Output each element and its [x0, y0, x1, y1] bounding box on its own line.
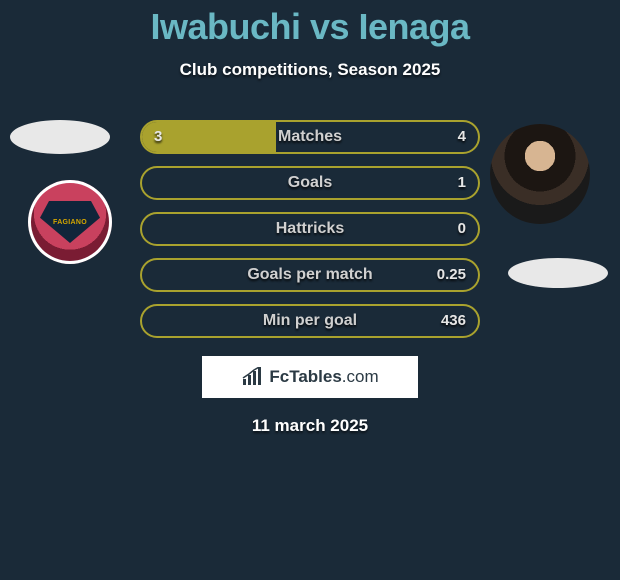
- chart-icon: [241, 367, 263, 387]
- stat-label: Min per goal: [142, 306, 478, 336]
- brand-logo[interactable]: FcTables.com: [202, 356, 418, 398]
- brand-name: FcTables.com: [269, 367, 378, 387]
- stat-value-right: 1: [458, 168, 466, 198]
- page-subtitle: Club competitions, Season 2025: [0, 60, 620, 80]
- stat-label: Matches: [142, 122, 478, 152]
- player-left-club-badge: FAGIANO: [28, 180, 112, 264]
- stat-value-right: 0: [458, 214, 466, 244]
- brand-name-main: FcTables: [269, 367, 341, 386]
- stat-label: Goals: [142, 168, 478, 198]
- stat-row-goals-per-match: Goals per match 0.25: [140, 258, 480, 292]
- page-title: Iwabuchi vs Ienaga: [0, 0, 620, 48]
- stat-label: Hattricks: [142, 214, 478, 244]
- stat-row-hattricks: Hattricks 0: [140, 212, 480, 246]
- stat-value-right: 4: [458, 122, 466, 152]
- player-right-club-badge-placeholder: [508, 258, 608, 288]
- date-label: 11 march 2025: [0, 416, 620, 436]
- stat-value-right: 0.25: [437, 260, 466, 290]
- stats-container: 3 Matches 4 Goals 1 Hattricks 0 Goals pe…: [140, 120, 480, 338]
- stat-row-goals: Goals 1: [140, 166, 480, 200]
- stat-label: Goals per match: [142, 260, 478, 290]
- stat-row-matches: 3 Matches 4: [140, 120, 480, 154]
- player-left-photo-placeholder: [10, 120, 110, 154]
- player-right-photo: [490, 124, 590, 224]
- club-badge-shield: FAGIANO: [40, 201, 100, 243]
- stat-row-min-per-goal: Min per goal 436: [140, 304, 480, 338]
- brand-name-suffix: .com: [342, 367, 379, 386]
- club-badge-text: FAGIANO: [53, 219, 87, 226]
- stat-value-right: 436: [441, 306, 466, 336]
